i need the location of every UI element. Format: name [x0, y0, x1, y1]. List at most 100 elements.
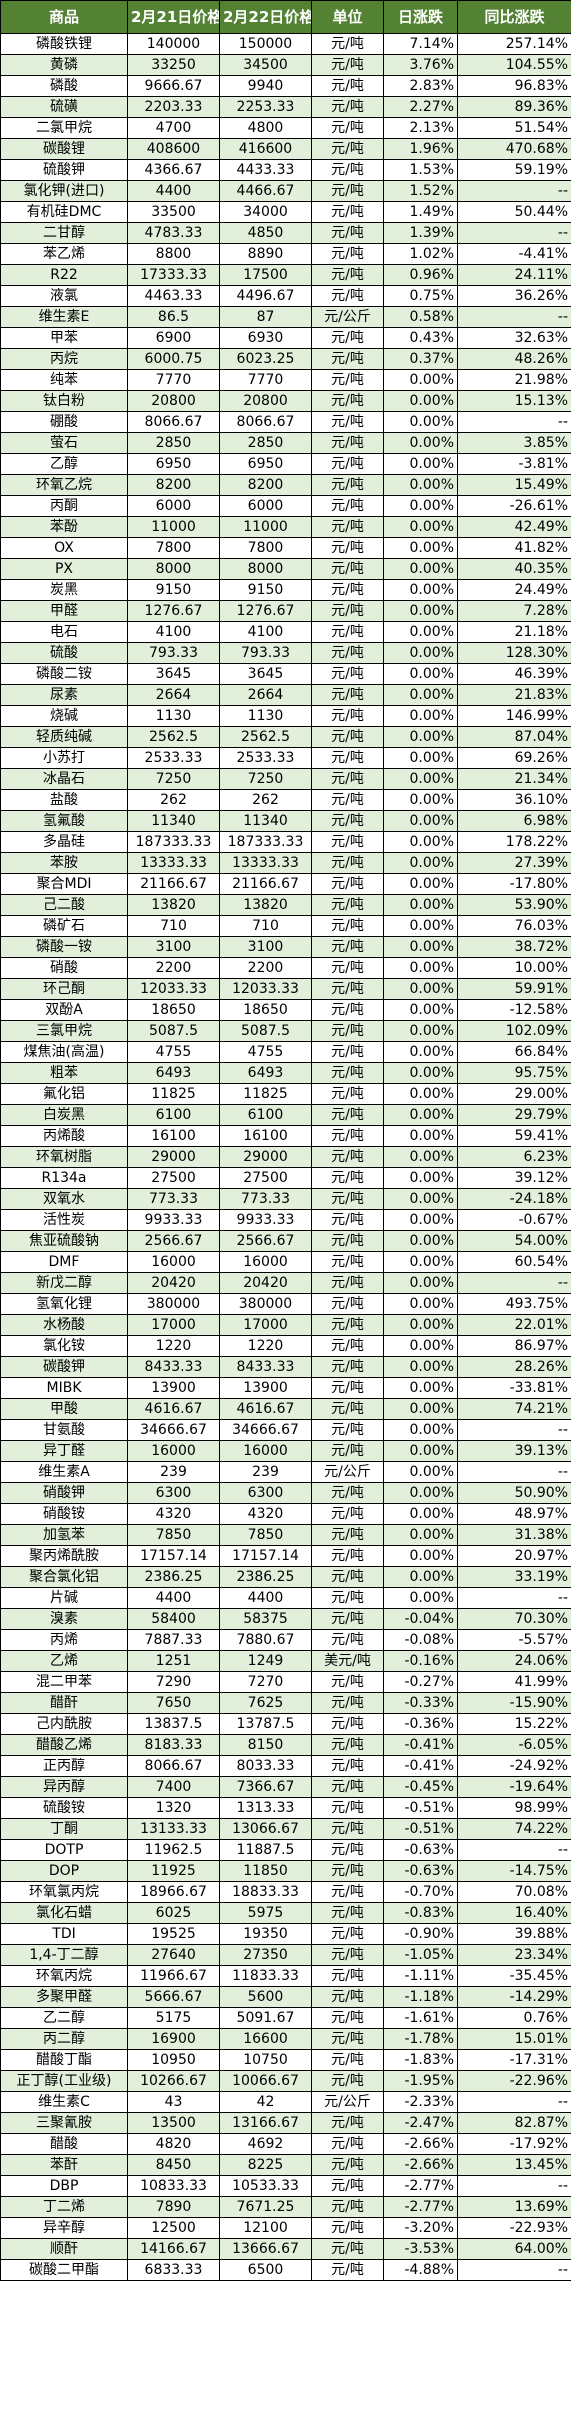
table-row: 甲酸 4616.67 4616.67 元/吨 0.00% 74.21%	[0, 1398, 571, 1420]
unit-cell: 元/吨	[311, 138, 384, 160]
product-name-cell: 环氧丙烷	[0, 1965, 128, 1987]
table-row: DOTP 11962.5 11887.5 元/吨 -0.63% --	[0, 1839, 571, 1861]
price-feb22-cell: 5087.5	[219, 1020, 312, 1042]
product-name-cell: 轻质纯碱	[0, 726, 128, 748]
yoy-change-cell: 40.35%	[457, 558, 571, 580]
price-feb22-cell: 10750	[219, 2049, 312, 2071]
daily-change-cell: -2.66%	[383, 2133, 458, 2155]
unit-cell: 元/吨	[311, 1356, 384, 1378]
table-row: 乙烯 1251 1249 美元/吨 -0.16% 24.06%	[0, 1650, 571, 1672]
yoy-change-cell: 31.38%	[457, 1524, 571, 1546]
yoy-change-cell: 22.01%	[457, 1314, 571, 1336]
yoy-change-cell: -19.64%	[457, 1776, 571, 1798]
unit-cell: 元/吨	[311, 201, 384, 223]
table-row: 硝酸 2200 2200 元/吨 0.00% 10.00%	[0, 957, 571, 979]
daily-change-cell: 0.00%	[383, 1041, 458, 1063]
price-feb22-cell: 18833.33	[219, 1881, 312, 1903]
product-name-cell: 三聚氰胺	[0, 2112, 128, 2134]
table-row: 煤焦油(高温) 4755 4755 元/吨 0.00% 66.84%	[0, 1041, 571, 1063]
daily-change-cell: 0.00%	[383, 600, 458, 622]
product-name-cell: MIBK	[0, 1377, 128, 1399]
product-name-cell: 维生素C	[0, 2091, 128, 2113]
yoy-change-cell: 24.49%	[457, 579, 571, 601]
price-feb22-cell: 9940	[219, 75, 312, 97]
daily-change-cell: 0.00%	[383, 789, 458, 811]
price-feb21-cell: 2566.67	[127, 1230, 220, 1252]
yoy-change-cell: --	[457, 1587, 571, 1609]
price-feb22-cell: 11833.33	[219, 1965, 312, 1987]
yoy-change-cell: --	[457, 180, 571, 202]
yoy-change-cell: 15.13%	[457, 390, 571, 412]
price-feb21-cell: 6493	[127, 1062, 220, 1084]
daily-change-cell: 1.02%	[383, 243, 458, 265]
yoy-change-cell: 21.34%	[457, 768, 571, 790]
yoy-change-cell: 15.01%	[457, 2028, 571, 2050]
unit-cell: 元/吨	[311, 1125, 384, 1147]
table-row: 小苏打 2533.33 2533.33 元/吨 0.00% 69.26%	[0, 747, 571, 769]
price-feb22-cell: 6500	[219, 2259, 312, 2281]
table-row: 多聚甲醛 5666.67 5600 元/吨 -1.18% -14.29%	[0, 1986, 571, 2008]
product-name-cell: 维生素E	[0, 306, 128, 328]
yoy-change-cell: 64.00%	[457, 2238, 571, 2260]
price-feb21-cell: 408600	[127, 138, 220, 160]
product-name-cell: 盐酸	[0, 789, 128, 811]
yoy-change-cell: 41.99%	[457, 1671, 571, 1693]
price-feb21-cell: 4616.67	[127, 1398, 220, 1420]
unit-cell: 元/吨	[311, 264, 384, 286]
daily-change-cell: -0.63%	[383, 1860, 458, 1882]
table-row: 三聚氰胺 13500 13166.67 元/吨 -2.47% 82.87%	[0, 2112, 571, 2134]
price-feb22-cell: 7270	[219, 1671, 312, 1693]
unit-cell: 元/吨	[311, 1272, 384, 1294]
unit-cell: 元/吨	[311, 1902, 384, 1924]
price-feb21-cell: 7887.33	[127, 1629, 220, 1651]
price-feb22-cell: 8890	[219, 243, 312, 265]
daily-change-cell: 1.96%	[383, 138, 458, 160]
unit-cell: 元/吨	[311, 1839, 384, 1861]
price-feb22-cell: 2386.25	[219, 1566, 312, 1588]
product-name-cell: 粗苯	[0, 1062, 128, 1084]
price-feb21-cell: 17157.14	[127, 1545, 220, 1567]
price-feb21-cell: 6000	[127, 495, 220, 517]
price-feb22-cell: 58375	[219, 1608, 312, 1630]
price-feb21-cell: 20420	[127, 1272, 220, 1294]
price-feb22-cell: 8033.33	[219, 1755, 312, 1777]
product-name-cell: 醋酸	[0, 2133, 128, 2155]
table-row: 硝酸铵 4320 4320 元/吨 0.00% 48.97%	[0, 1503, 571, 1525]
unit-cell: 元/吨	[311, 894, 384, 916]
table-row: 维生素E 86.5 87 元/公斤 0.58% --	[0, 306, 571, 328]
price-feb21-cell: 43	[127, 2091, 220, 2113]
price-feb22-cell: 8150	[219, 1734, 312, 1756]
table-row: 顺酐 14166.67 13666.67 元/吨 -3.53% 64.00%	[0, 2238, 571, 2260]
product-name-cell: TDI	[0, 1923, 128, 1945]
table-row: 维生素A 239 239 元/公斤 0.00% --	[0, 1461, 571, 1483]
price-feb22-cell: 2200	[219, 957, 312, 979]
yoy-change-cell: 13.69%	[457, 2196, 571, 2218]
price-feb21-cell: 1276.67	[127, 600, 220, 622]
table-row: TDI 19525 19350 元/吨 -0.90% 39.88%	[0, 1923, 571, 1945]
price-feb22-cell: 6300	[219, 1482, 312, 1504]
daily-change-cell: -2.33%	[383, 2091, 458, 2113]
price-feb21-cell: 20800	[127, 390, 220, 412]
yoy-change-cell: 69.26%	[457, 747, 571, 769]
product-name-cell: 烧碱	[0, 705, 128, 727]
daily-change-cell: 0.00%	[383, 873, 458, 895]
header-product: 商品	[0, 0, 128, 34]
daily-change-cell: 0.00%	[383, 1440, 458, 1462]
daily-change-cell: 0.00%	[383, 1587, 458, 1609]
product-name-cell: 萤石	[0, 432, 128, 454]
daily-change-cell: -0.45%	[383, 1776, 458, 1798]
table-row: 醋酸乙烯 8183.33 8150 元/吨 -0.41% -6.05%	[0, 1734, 571, 1756]
product-name-cell: 异丁醛	[0, 1440, 128, 1462]
daily-change-cell: -2.77%	[383, 2196, 458, 2218]
yoy-change-cell: -12.58%	[457, 999, 571, 1021]
product-name-cell: 加氢苯	[0, 1524, 128, 1546]
price-feb21-cell: 2850	[127, 432, 220, 454]
product-name-cell: 维生素A	[0, 1461, 128, 1483]
price-feb21-cell: 9150	[127, 579, 220, 601]
price-feb22-cell: 34000	[219, 201, 312, 223]
yoy-change-cell: 39.13%	[457, 1440, 571, 1462]
table-row: 异丁醛 16000 16000 元/吨 0.00% 39.13%	[0, 1440, 571, 1462]
price-feb22-cell: 187333.33	[219, 831, 312, 853]
yoy-change-cell: --	[457, 2175, 571, 2197]
yoy-change-cell: 257.14%	[457, 33, 571, 55]
